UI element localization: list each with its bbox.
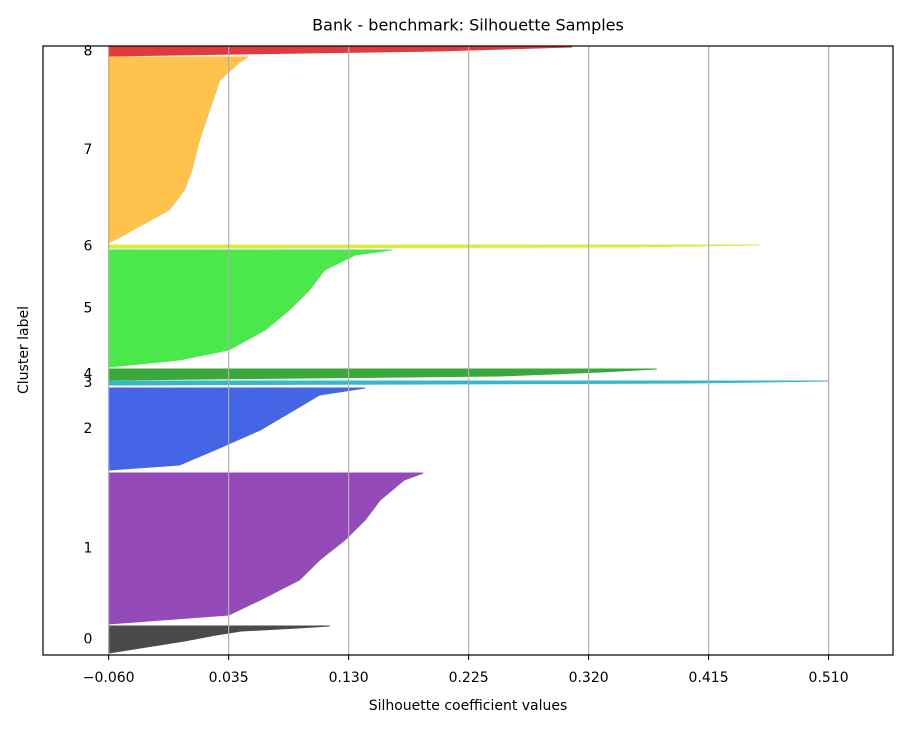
- cluster-label: 0: [84, 632, 93, 648]
- silhouette-area: [108, 56, 250, 244]
- silhouette-area: [108, 244, 760, 249]
- silhouette-area: [108, 46, 573, 57]
- silhouette-area: [108, 387, 366, 471]
- silhouette-area: [108, 472, 424, 625]
- cluster-label: 2: [84, 421, 93, 437]
- chart-title: Bank - benchmark: Silhouette Samples: [312, 16, 624, 35]
- x-tick-label: 0.510: [809, 670, 849, 686]
- silhouette-area: [108, 368, 657, 381]
- x-tick-label: 0.225: [449, 670, 489, 686]
- cluster-label: 8: [84, 44, 93, 60]
- x-tick-label: 0.130: [329, 670, 369, 686]
- x-tick-label: −0.060: [83, 670, 135, 686]
- cluster-label: 4: [84, 367, 93, 383]
- x-axis-label: Silhouette coefficient values: [369, 698, 568, 714]
- cluster-label: 5: [84, 301, 93, 317]
- silhouette-area: [108, 625, 330, 654]
- silhouette-area: [108, 249, 392, 368]
- x-tick-label: 0.035: [209, 670, 249, 686]
- cluster-label: 3: [84, 375, 93, 391]
- x-tick-label: 0.320: [569, 670, 609, 686]
- y-axis-label: Cluster label: [16, 306, 32, 394]
- plot-frame: [42, 45, 894, 656]
- x-tick-label: 0.415: [689, 670, 729, 686]
- cluster-label: 7: [84, 142, 93, 158]
- cluster-label: 1: [84, 541, 93, 557]
- cluster-label: 6: [84, 239, 93, 255]
